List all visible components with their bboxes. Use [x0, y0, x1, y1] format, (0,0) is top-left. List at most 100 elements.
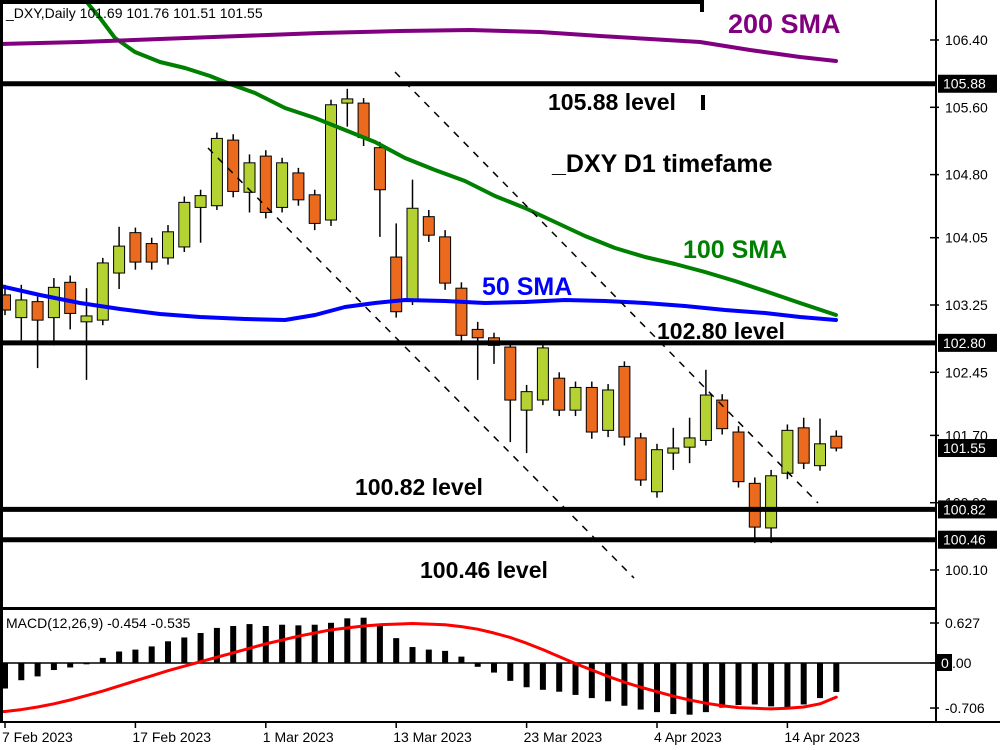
macd-histogram-bar[interactable]	[116, 651, 123, 663]
candle[interactable]	[520, 384, 533, 454]
macd-histogram-bar[interactable]	[817, 663, 823, 699]
macd-histogram-bar[interactable]	[491, 663, 497, 673]
macd-histogram-bar[interactable]	[719, 663, 726, 708]
candle[interactable]	[47, 278, 60, 346]
candle[interactable]	[504, 342, 517, 443]
sma-50-line[interactable]	[0, 284, 838, 322]
candle[interactable]	[145, 237, 158, 270]
sma-100-line[interactable]	[83, 0, 838, 317]
candle[interactable]	[781, 424, 794, 480]
candle[interactable]	[439, 230, 452, 290]
sma-200-line[interactable]	[0, 28, 838, 63]
candle[interactable]	[732, 426, 745, 488]
macd-histogram-bar[interactable]	[393, 638, 400, 663]
macd-histogram-bar[interactable]	[50, 663, 57, 671]
macd-histogram-bar[interactable]	[213, 627, 220, 663]
candle[interactable]	[341, 88, 354, 127]
macd-histogram-bar[interactable]	[181, 637, 188, 663]
candle[interactable]	[765, 469, 778, 544]
macd-histogram-bar[interactable]	[605, 663, 612, 702]
candle[interactable]	[699, 369, 712, 446]
candle[interactable]	[113, 226, 126, 290]
macd-histogram-bar[interactable]	[344, 618, 351, 663]
macd-histogram-bar[interactable]	[539, 663, 546, 690]
macd-histogram-bar[interactable]	[588, 663, 595, 699]
macd-histogram-bar[interactable]	[409, 647, 416, 663]
candle[interactable]	[276, 157, 289, 213]
candle[interactable]	[15, 284, 28, 341]
macd-histogram-bar[interactable]	[99, 657, 106, 663]
macd-histogram-bar[interactable]	[686, 663, 693, 715]
macd-histogram-bar[interactable]	[34, 663, 41, 677]
candle[interactable]	[406, 179, 419, 306]
macd-histogram-bar[interactable]	[165, 641, 171, 663]
candle[interactable]	[569, 381, 582, 417]
macd-histogram-bar[interactable]	[768, 663, 775, 707]
candle[interactable]	[651, 443, 663, 498]
candle[interactable]	[292, 167, 305, 206]
macd-histogram-bar[interactable]	[784, 663, 791, 708]
candle[interactable]	[178, 196, 191, 253]
macd-histogram-bar[interactable]	[83, 663, 90, 665]
candle[interactable]	[325, 99, 337, 226]
candle[interactable]	[830, 430, 843, 452]
macd-histogram-bar[interactable]	[523, 663, 530, 688]
candle[interactable]	[0, 284, 11, 316]
candle[interactable]	[536, 342, 549, 406]
macd-histogram-bar[interactable]	[572, 663, 579, 695]
trendline-dashed[interactable]	[207, 147, 635, 579]
macd-histogram-bar[interactable]	[702, 663, 709, 713]
macd-histogram-bar[interactable]	[311, 624, 318, 663]
macd-histogram-bar[interactable]	[2, 663, 8, 689]
candle[interactable]	[390, 223, 403, 318]
candle[interactable]	[488, 332, 500, 364]
macd-histogram-bar[interactable]	[360, 617, 367, 663]
candle[interactable]	[814, 418, 826, 471]
macd-histogram-bar[interactable]	[376, 624, 383, 663]
candle[interactable]	[194, 189, 207, 243]
macd-histogram-bar[interactable]	[148, 646, 155, 663]
candle[interactable]	[96, 257, 109, 326]
candle[interactable]	[308, 189, 321, 231]
macd-histogram-bar[interactable]	[474, 663, 481, 667]
macd-histogram-bar[interactable]	[67, 663, 74, 668]
trendline-dashed[interactable]	[394, 71, 819, 504]
macd-histogram-bar[interactable]	[132, 649, 139, 663]
candle[interactable]	[259, 150, 272, 219]
candle[interactable]	[618, 361, 631, 446]
candle[interactable]	[162, 225, 174, 265]
candle[interactable]	[585, 381, 598, 439]
candle[interactable]	[373, 141, 386, 237]
macd-histogram-bar[interactable]	[654, 663, 660, 713]
candle[interactable]	[31, 296, 44, 369]
macd-histogram-bar[interactable]	[197, 633, 204, 663]
candle[interactable]	[667, 427, 680, 470]
macd-histogram-bar[interactable]	[751, 663, 758, 705]
macd-histogram-bar[interactable]	[670, 663, 677, 715]
macd-histogram-bar[interactable]	[621, 663, 628, 706]
candle[interactable]	[455, 282, 468, 343]
macd-histogram-bar[interactable]	[735, 663, 742, 706]
candle[interactable]	[227, 134, 240, 198]
macd-histogram-bar[interactable]	[246, 624, 253, 663]
macd-histogram-bar[interactable]	[800, 663, 807, 705]
macd-histogram-bar[interactable]	[556, 663, 563, 692]
macd-histogram-bar[interactable]	[279, 624, 286, 663]
candle[interactable]	[634, 432, 647, 486]
candle[interactable]	[553, 372, 566, 417]
macd-histogram-bar[interactable]	[18, 663, 25, 681]
macd-histogram-bar[interactable]	[230, 625, 237, 663]
candle[interactable]	[683, 417, 696, 464]
macd-signal-line[interactable]	[0, 621, 838, 713]
macd-histogram-bar[interactable]	[833, 663, 840, 692]
macd-histogram-bar[interactable]	[442, 650, 449, 663]
candle[interactable]	[210, 132, 223, 210]
candle[interactable]	[422, 209, 435, 242]
macd-histogram-bar[interactable]	[328, 622, 334, 663]
macd-histogram-bar[interactable]	[507, 663, 514, 681]
candle[interactable]	[797, 417, 810, 470]
candle[interactable]	[243, 154, 256, 213]
candle[interactable]	[471, 321, 484, 380]
candle[interactable]	[129, 227, 142, 270]
